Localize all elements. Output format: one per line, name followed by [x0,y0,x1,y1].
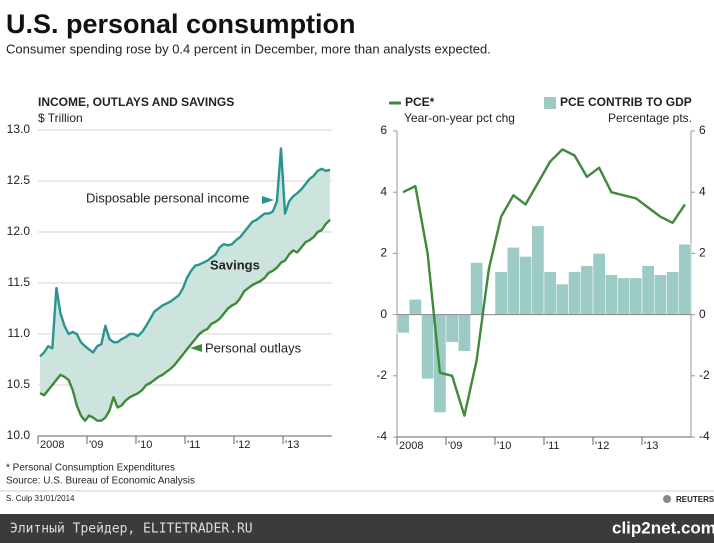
x-tick-label: '09 [89,439,103,451]
x-tick-label: '10 [138,439,152,451]
subtitle: Consumer spending rose by 0.4 percent in… [6,41,491,56]
bar [507,247,520,315]
bar [654,274,667,315]
bar [678,243,692,315]
line-series [39,218,331,422]
y-tick-label: -4 [376,429,387,443]
bar [641,265,655,315]
y-tick-label: 10.5 [7,377,31,391]
legend-unit: Percentage pts. [608,111,692,125]
x-tick-label: 2008 [40,439,64,451]
annotation: Savings [210,257,260,272]
bar [494,271,508,315]
left-chart-title: INCOME, OUTLAYS AND SAVINGS [38,95,234,109]
credit: S. Culp 31/01/2014 [6,494,75,503]
y-tick-label: 0 [380,307,387,321]
bar [458,314,471,352]
legend-label: PCE* [405,95,435,109]
y-tick-label: 11.5 [8,275,31,289]
y-tick-label: -4 [699,429,710,443]
series-label: Disposable personal income [86,190,249,205]
watermark-bar [0,514,714,543]
y-tick-label: 6 [699,123,706,137]
legend-unit: Year-on-year pct chg [404,111,515,125]
y-tick-label: -2 [699,368,710,382]
annotation-arrow [262,196,274,204]
x-tick-label: '12 [595,440,609,452]
line-series [39,147,331,358]
x-tick-label: 2008 [399,440,423,452]
x-tick-label: '09 [448,440,462,452]
title: U.S. personal consumption [6,9,356,39]
bar [470,262,483,315]
y-tick-label: 6 [380,123,387,137]
y-tick-label: 4 [380,184,387,198]
brand-icon [663,495,671,503]
x-tick-label: '13 [285,439,299,451]
x-tick-label: '10 [497,440,511,452]
bar [556,283,569,315]
bar [543,271,557,315]
legend-label: PCE CONTRIB TO GDP [560,95,692,109]
left-y-label: $ Trillion [38,111,83,125]
x-tick-label: '11 [187,439,201,451]
footnote: * Personal Consumption Expenditures [6,463,175,474]
y-tick-label: 11.0 [8,326,31,340]
bar [592,253,606,315]
watermark-site: Элитный Трейдер, ELITETRADER.RU [10,522,253,537]
annotation-arrow [190,344,202,352]
bar [629,277,643,315]
brand: REUTERS [676,495,714,504]
plots: 10.0 10.5 11.0 11.5 12.0 12.5 13.0 2008 '09 '10 '1… [7,122,710,452]
y-tick-label: -2 [376,368,387,382]
y-tick-label: 13.0 [7,122,31,136]
x-tick-label: '11 [546,440,560,452]
watermark-logo: clip2net.com [612,518,714,537]
series-label: Personal outlays [205,340,302,355]
y-tick-label: 10.0 [7,428,31,442]
y-tick-label: 12.5 [7,173,31,187]
y-tick-label: 4 [699,184,706,198]
y-tick-label: 0 [699,307,706,321]
x-tick-label: '13 [644,440,658,452]
bar [445,314,459,343]
bar [421,314,434,380]
bar [605,274,618,315]
bar [617,277,630,315]
line-series [402,148,686,417]
y-tick-label: 12.0 [7,224,31,238]
bar [568,271,581,315]
y-tick-label: 2 [380,246,387,260]
bar [666,271,679,315]
x-tick-label: '12 [236,439,250,451]
bar [580,265,594,315]
source: Source: U.S. Bureau of Economic Analysis [6,476,195,487]
legend-bar-swatch [544,97,556,109]
bar [519,256,532,315]
bar [396,314,410,334]
bar [409,299,422,315]
y-tick-label: 2 [699,246,706,260]
bar [531,225,545,315]
